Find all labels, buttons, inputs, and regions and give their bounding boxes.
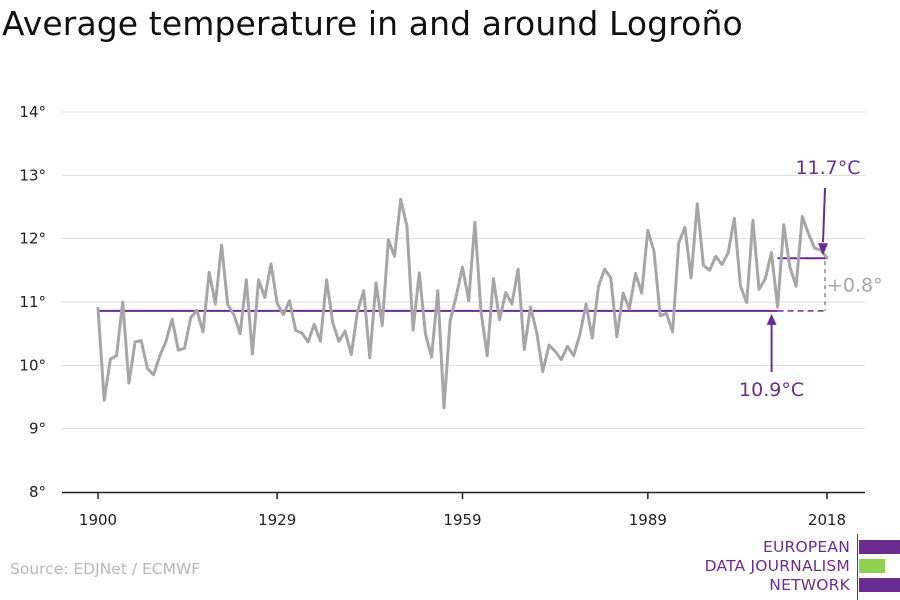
y-tick-label: 14°	[19, 103, 46, 121]
recent-arrow-head	[818, 243, 828, 256]
gridlines	[62, 111, 865, 430]
x-tick-label: 1989	[629, 511, 667, 529]
temperature-series-line	[96, 197, 829, 410]
recent-arrow-shaft	[822, 187, 826, 243]
y-axis-ticks: 8° 9° 10° 11° 12° 13° 14°	[19, 103, 46, 501]
x-tick-label: 1929	[258, 511, 296, 529]
chart-title: Average temperature in and around Logroñ…	[2, 4, 743, 43]
edjnet-logo: EUROPEAN DATA JOURNALISM NETWORK	[700, 534, 900, 600]
logo-bar-bottom	[859, 578, 900, 592]
logo-bar-middle	[859, 559, 885, 573]
source-note: Source: EDJNet / ECMWF	[10, 560, 201, 578]
logo-divider	[857, 534, 858, 600]
series	[96, 197, 829, 410]
difference-label: +0.8°	[827, 275, 883, 297]
y-tick-label: 12°	[19, 230, 46, 248]
logo-bar-top	[859, 540, 900, 554]
y-tick-label: 10°	[19, 356, 46, 374]
logo-text-line3: NETWORK	[769, 576, 850, 594]
annotations: 10.9°C 11.7°C +0.8°	[739, 157, 883, 401]
recent-label: 11.7°C	[795, 157, 860, 179]
baseline-arrow-head	[766, 313, 777, 325]
x-tick-label: 1959	[443, 511, 481, 529]
logo-text-line2: DATA JOURNALISM	[704, 557, 850, 575]
x-tick-label: 2018	[808, 511, 846, 529]
logo-text-line1: EUROPEAN	[762, 538, 850, 556]
y-tick-label: 9°	[29, 420, 46, 438]
x-tick-label: 1900	[79, 511, 117, 529]
y-tick-label: 13°	[19, 166, 46, 184]
y-tick-label: 8°	[29, 483, 46, 501]
x-axis: 1900 1929 1959 1989 2018	[62, 491, 865, 529]
y-tick-label: 11°	[19, 293, 46, 311]
baseline-label: 10.9°C	[739, 379, 804, 401]
